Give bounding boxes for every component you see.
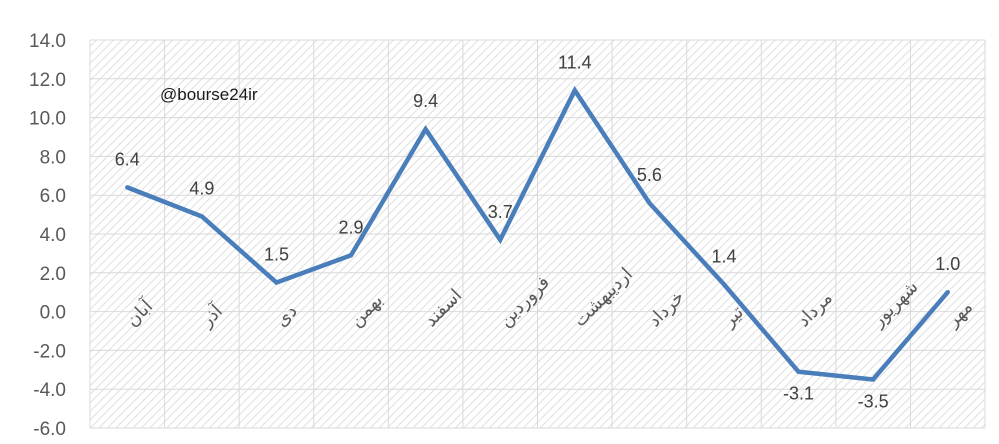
y-tick-label: -6.0 [33,419,66,440]
y-tick-label: 4.0 [40,225,66,246]
y-tick-label: 12.0 [29,70,66,91]
series-line [125,85,950,382]
watermark-text: @bourse24ir [160,85,258,104]
data-label: -3.5 [858,392,889,412]
y-tick-label: 10.0 [29,109,66,130]
y-tick-label: 8.0 [40,147,66,168]
data-label: -3.1 [783,384,814,404]
gridlines [89,39,986,429]
y-tick-label: -4.0 [33,380,66,401]
y-tick-label: 14.0 [29,31,66,52]
data-label: 9.4 [413,91,438,111]
data-label: 5.6 [637,165,662,185]
data-label: 11.4 [558,52,592,72]
data-label: 6.4 [115,149,140,169]
data-label: 1.5 [264,245,289,265]
data-label: 2.9 [339,217,364,237]
y-tick-label: -2.0 [33,341,66,362]
y-tick-label: 6.0 [40,186,66,207]
data-labels: 6.4 4.9 1.5 2.9 9.4 3.7 11.4 5.6 1.4 -3.1 -3.5 1.0 [115,52,960,411]
data-label: 1.0 [935,254,960,274]
data-label: 4.9 [189,179,214,199]
data-label: 1.4 [711,246,736,266]
data-label: 3.7 [488,202,513,222]
y-tick-label: 0.0 [40,303,66,324]
y-tick-label: 2.0 [40,264,66,285]
y-axis-ticks: 14.0 12.0 10.0 8.0 6.0 4.0 2.0 0.0 -2.0 -4.0 -6.0 [29,31,66,440]
